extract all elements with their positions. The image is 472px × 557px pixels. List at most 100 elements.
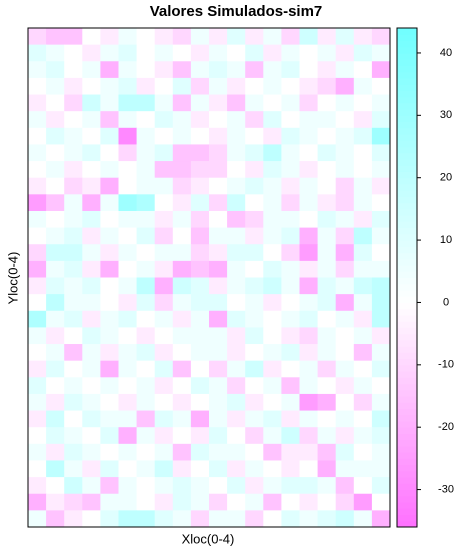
cell	[154, 77, 174, 96]
colorbar-band	[397, 96, 417, 104]
cell	[263, 77, 282, 96]
cell	[227, 294, 246, 312]
cell	[371, 227, 391, 245]
cell	[64, 443, 83, 461]
cell	[82, 327, 101, 345]
cell	[154, 443, 174, 461]
cell	[371, 393, 391, 412]
cell	[263, 327, 282, 345]
cell	[190, 177, 210, 195]
cell	[190, 393, 210, 412]
cell	[82, 194, 101, 212]
cell	[100, 427, 119, 445]
cell	[353, 77, 373, 96]
cell	[209, 360, 228, 378]
cell	[281, 510, 300, 528]
cell	[263, 227, 282, 245]
cell	[263, 194, 282, 212]
cell	[64, 277, 83, 295]
cell	[227, 443, 246, 461]
cell	[281, 144, 300, 162]
cell	[371, 427, 391, 445]
cell	[299, 177, 319, 195]
cell	[154, 477, 174, 495]
colorbar-band	[397, 327, 417, 335]
cell	[281, 61, 300, 79]
cell	[335, 210, 355, 229]
cell	[317, 344, 337, 362]
cell	[227, 111, 246, 129]
cell	[82, 360, 101, 378]
cell	[172, 443, 192, 461]
colorbar-band	[397, 84, 417, 91]
cell	[317, 111, 337, 129]
cell	[335, 443, 355, 461]
cell	[209, 161, 228, 179]
cell	[263, 144, 282, 162]
cell	[245, 28, 264, 46]
cell	[299, 460, 319, 478]
colorbar-band	[397, 464, 417, 472]
cell	[82, 77, 101, 96]
cell	[281, 161, 300, 179]
cell	[46, 77, 65, 96]
cell	[281, 111, 300, 129]
cell	[28, 427, 47, 445]
colorbar-tick-label: 10	[440, 234, 452, 246]
colorbar-band	[397, 252, 417, 260]
cell	[209, 294, 228, 312]
colorbar-band	[397, 352, 417, 360]
cell	[299, 161, 319, 179]
cell	[172, 310, 192, 328]
cell	[209, 94, 228, 112]
cell	[82, 127, 101, 145]
cell	[154, 377, 174, 395]
cell	[154, 177, 174, 195]
cell	[299, 393, 319, 412]
cell	[136, 410, 156, 428]
cell	[371, 510, 391, 528]
cell	[46, 477, 65, 495]
cell	[190, 244, 210, 262]
cell	[371, 410, 391, 428]
cell	[245, 77, 264, 96]
cell	[82, 477, 101, 495]
cell	[172, 277, 192, 295]
cell	[136, 194, 156, 212]
cell	[172, 77, 192, 96]
cell	[136, 244, 156, 262]
cell	[335, 61, 355, 79]
cell	[118, 493, 138, 511]
cell	[136, 44, 156, 62]
cell	[100, 410, 119, 428]
cell	[281, 327, 300, 345]
cell	[281, 260, 300, 278]
cell	[317, 61, 337, 79]
cell	[245, 244, 264, 262]
cell	[353, 360, 373, 378]
cell	[281, 44, 300, 62]
cell	[154, 493, 174, 511]
colorbar-band	[397, 233, 417, 241]
cell	[64, 177, 83, 195]
colorbar-band	[397, 289, 417, 297]
cell	[317, 44, 337, 62]
cell	[28, 144, 47, 162]
cell	[317, 477, 337, 495]
cell	[136, 77, 156, 96]
cell	[299, 477, 319, 495]
cell	[172, 144, 192, 162]
cell	[28, 94, 47, 112]
cell	[335, 144, 355, 162]
cell	[82, 443, 101, 461]
cell	[299, 294, 319, 312]
cell	[299, 127, 319, 145]
colorbar-band	[397, 339, 417, 347]
colorbar-band	[397, 377, 417, 385]
cell	[245, 427, 264, 445]
cell	[118, 427, 138, 445]
cell	[64, 61, 83, 79]
cell	[28, 177, 47, 195]
cell	[335, 344, 355, 362]
cell	[28, 294, 47, 312]
